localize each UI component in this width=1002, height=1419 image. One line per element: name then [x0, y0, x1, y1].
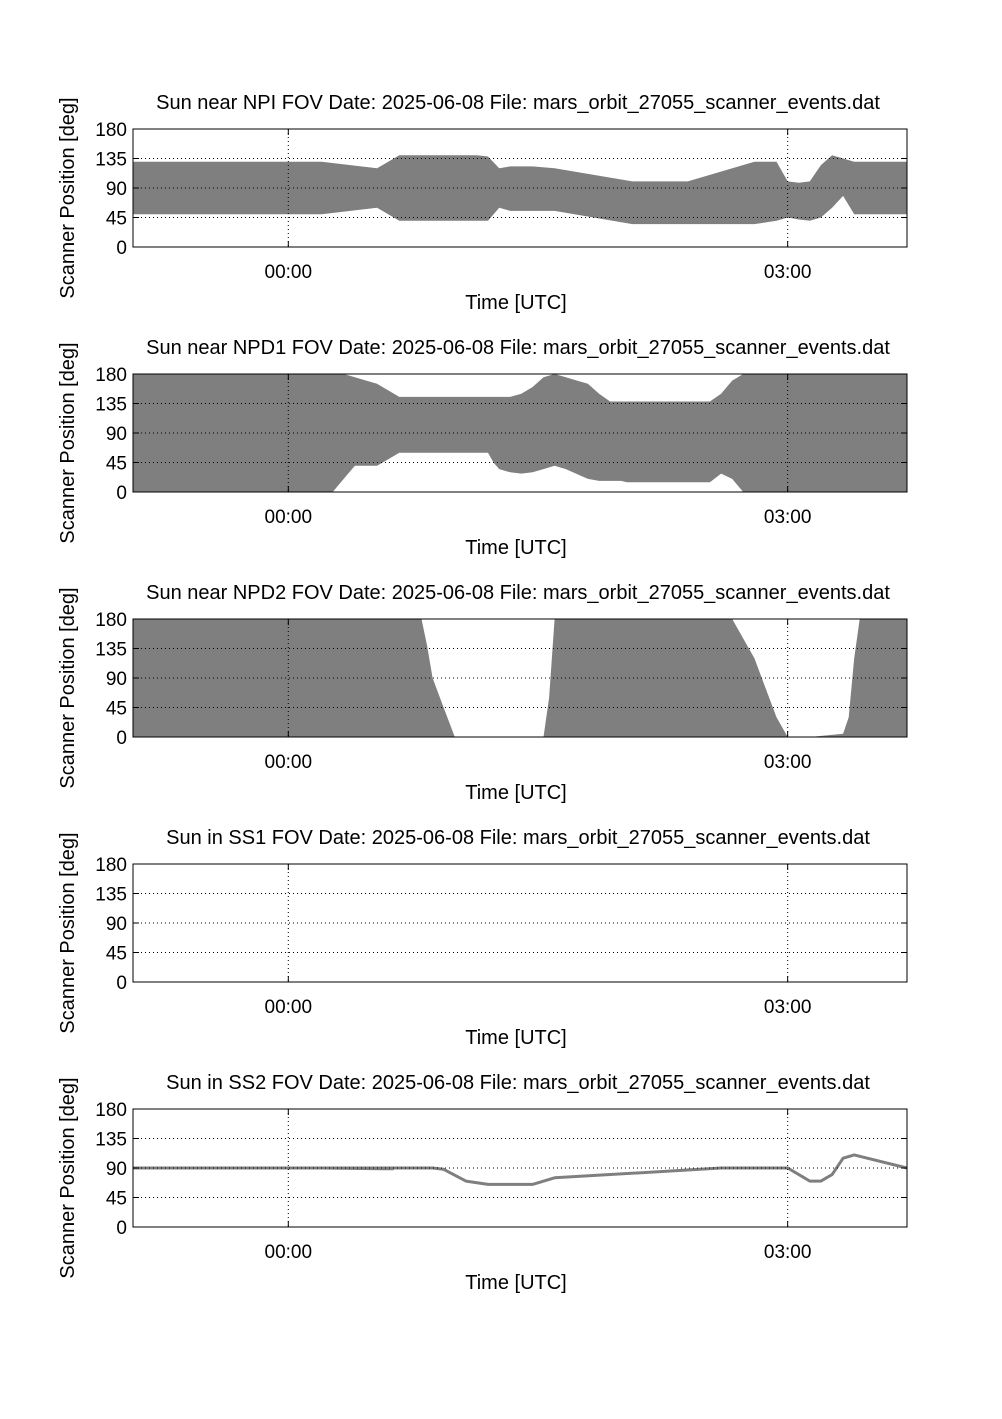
chart-3-xlabel: Time [UTC] — [465, 782, 566, 804]
chart-2-ytick-label-5: 180 — [95, 365, 127, 386]
chart-1-xlabel: Time [UTC] — [465, 292, 566, 314]
chart-3-ytick-label-4: 135 — [95, 640, 127, 661]
chart-4-xtick-label-1: 00:00 — [265, 997, 313, 1018]
chart-4-title: Sun in SS1 FOV Date: 2025-06-08 File: ma… — [166, 827, 870, 849]
chart-3-xtick-label-2: 03:00 — [764, 752, 812, 773]
chart-5-ytick-label-1: 0 — [116, 1218, 127, 1239]
chart-2-ylabel: Scanner Position [deg] — [57, 342, 79, 543]
chart-2: 0 45 90 135 180 00:00 03:00 Sun near NPD1 FOV D… — [57, 337, 908, 559]
chart-3-band-2 — [371, 661, 416, 737]
chart-2-xtick-label-1: 00:00 — [265, 507, 313, 528]
chart-2-xlabel: Time [UTC] — [465, 537, 566, 559]
chart-3-ytick-label-3: 90 — [106, 669, 127, 690]
chart-3-band-4 — [809, 619, 907, 737]
chart-2-ytick-label-2: 45 — [106, 454, 127, 475]
chart-3: 0 45 90 135 180 00:00 03:00 Sun near NPD2 FOV D… — [57, 582, 908, 804]
chart-3-ytick-label-2: 45 — [106, 699, 127, 720]
chart-5-xlabel: Time [UTC] — [465, 1272, 566, 1294]
chart-2-ytick-label-1: 0 — [116, 483, 127, 504]
chart-3-ytick-label-5: 180 — [95, 610, 127, 631]
chart-2-xtick-label-2: 03:00 — [764, 507, 812, 528]
chart-3-title: Sun near NPD2 FOV Date: 2025-06-08 File:… — [146, 582, 890, 604]
chart-1-ytick-label-4: 135 — [95, 150, 127, 171]
chart-1-ytick-label-2: 45 — [106, 209, 127, 230]
chart-5-ytick-label-2: 45 — [106, 1189, 127, 1210]
chart-4-ytick-label-5: 180 — [95, 855, 127, 876]
chart-1-ytick-label-1: 0 — [116, 238, 127, 259]
chart-1-xtick-label-2: 03:00 — [764, 262, 812, 283]
chart-5-ytick-label-3: 90 — [106, 1159, 127, 1180]
chart-5-title: Sun in SS2 FOV Date: 2025-06-08 File: ma… — [166, 1072, 870, 1094]
chart-5-ylabel: Scanner Position [deg] — [57, 1077, 79, 1278]
chart-5-xtick-label-2: 03:00 — [764, 1242, 812, 1263]
chart-4-ytick-label-2: 45 — [106, 944, 127, 965]
chart-3-ylabel: Scanner Position [deg] — [57, 587, 79, 788]
chart-4-ytick-label-3: 90 — [106, 914, 127, 935]
chart-1-xtick-label-1: 00:00 — [265, 262, 313, 283]
chart-1-band-1 — [133, 155, 907, 225]
chart-4-xtick-label-2: 03:00 — [764, 997, 812, 1018]
chart-1-ytick-label-5: 180 — [95, 120, 127, 141]
chart-3-xtick-label-1: 00:00 — [265, 752, 313, 773]
chart-1-ytick-label-3: 90 — [106, 179, 127, 200]
chart-3-ytick-label-1: 0 — [116, 728, 127, 749]
chart-1-ylabel: Scanner Position [deg] — [57, 97, 79, 298]
chart-5-ytick-label-5: 180 — [95, 1100, 127, 1121]
chart-1: 0 45 90 135 180 00:00 03:00 Sun near NPI FOV Da… — [57, 92, 908, 314]
chart-4-ytick-label-4: 135 — [95, 885, 127, 906]
chart-5-ytick-label-4: 135 — [95, 1130, 127, 1151]
chart-4-xlabel: Time [UTC] — [465, 1027, 566, 1049]
chart-4-ytick-label-1: 0 — [116, 973, 127, 994]
chart-2-ytick-label-4: 135 — [95, 395, 127, 416]
chart-2-title: Sun near NPD1 FOV Date: 2025-06-08 File:… — [146, 337, 890, 359]
chart-4: 0 45 90 135 180 00:00 03:00 Sun in SS1 FOV Date… — [57, 827, 908, 1049]
chart-5: 0 45 90 135 180 00:00 03:00 Sun in SS2 FOV Date… — [57, 1072, 908, 1294]
chart-4-ylabel: Scanner Position [deg] — [57, 832, 79, 1033]
chart-1-title: Sun near NPI FOV Date: 2025-06-08 File: … — [156, 92, 880, 114]
chart-5-xtick-label-1: 00:00 — [265, 1242, 313, 1263]
chart-2-ytick-label-3: 90 — [106, 424, 127, 445]
